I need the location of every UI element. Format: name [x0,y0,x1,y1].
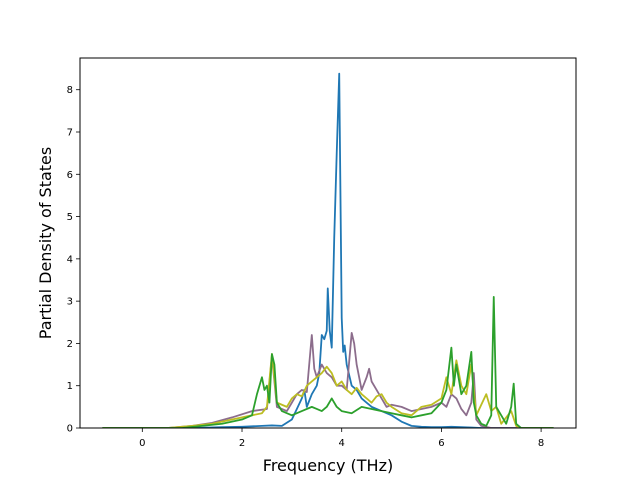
x-tick-label: 6 [438,438,444,449]
x-axis-label: Frequency (THz) [263,456,393,475]
y-tick-label: 3 [67,297,73,308]
x-axis-ticks: 0 2 4 6 8 [139,428,544,449]
y-axis-label: Partial Density of States [36,147,55,339]
pdos-series-line-0 [102,72,554,428]
x-tick-label: 0 [139,438,145,449]
y-tick-label: 2 [67,339,73,350]
y-tick-label: 8 [67,85,73,96]
pdos-series-line-1 [102,331,554,428]
x-tick-label: 2 [239,438,245,449]
y-tick-label: 4 [67,254,73,265]
series-layer [102,72,554,428]
y-axis-ticks: 0 1 2 3 4 5 6 7 8 [67,85,80,435]
y-tick-label: 5 [67,212,73,223]
plot-frame [79,57,577,429]
pdos-series-line-3 [102,296,554,428]
y-tick-label: 0 [67,424,73,435]
x-tick-label: 4 [339,438,345,449]
y-tick-label: 6 [67,170,73,181]
y-tick-label: 1 [67,381,73,392]
x-tick-label: 8 [538,438,544,449]
y-tick-label: 7 [67,128,73,139]
